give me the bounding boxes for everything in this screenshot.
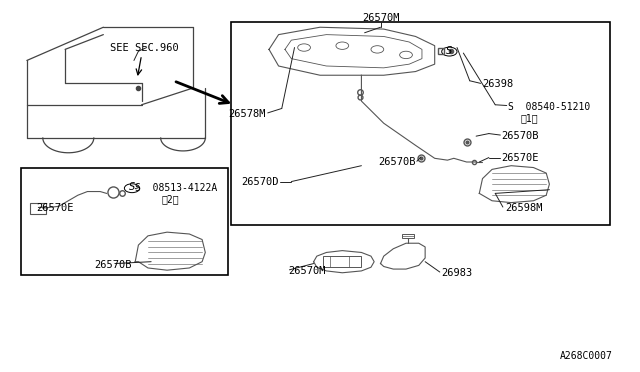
Text: 26570D: 26570D	[241, 177, 278, 187]
Bar	[20, 167, 228, 275]
Text: 26570B: 26570B	[378, 157, 415, 167]
Text: 26570B: 26570B	[94, 260, 132, 270]
Bar	[231, 22, 610, 225]
Text: S  08540-51210: S 08540-51210	[508, 102, 590, 112]
Text: S: S	[446, 46, 452, 56]
Text: （1）: （1）	[521, 113, 538, 123]
Text: S  08513-4122A: S 08513-4122A	[135, 183, 218, 193]
Text: 26578M: 26578M	[228, 109, 266, 119]
Bar	[401, 234, 414, 238]
Text: （2）: （2）	[161, 194, 179, 204]
Text: 26570M: 26570M	[288, 266, 326, 276]
Text: 26570E: 26570E	[36, 203, 74, 213]
Text: 26983: 26983	[441, 268, 472, 278]
Text: 26598M: 26598M	[505, 203, 542, 213]
Text: 26398: 26398	[483, 80, 514, 89]
Bar	[30, 203, 46, 214]
Text: S: S	[129, 182, 135, 192]
Text: A268C0007: A268C0007	[560, 351, 613, 361]
Text: 26570M: 26570M	[362, 13, 399, 23]
Text: SEE SEC.960: SEE SEC.960	[110, 42, 179, 52]
Text: 26570B: 26570B	[502, 131, 539, 141]
Text: 26570E: 26570E	[502, 153, 539, 163]
Bar	[323, 256, 362, 267]
